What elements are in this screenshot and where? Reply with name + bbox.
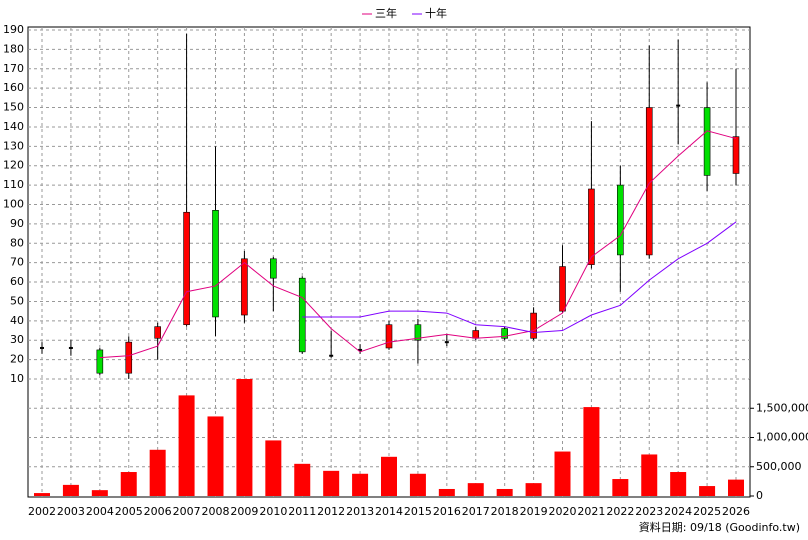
x-tick-label: 2018 xyxy=(491,505,519,518)
x-tick-label: 2020 xyxy=(549,505,577,518)
y-tick-label: 120 xyxy=(3,159,24,172)
volume-bar xyxy=(352,473,369,496)
y-tick-label: 10 xyxy=(10,372,24,385)
legend-label: 三年 xyxy=(375,6,397,20)
candle-body xyxy=(559,266,566,312)
y-tick-label: 20 xyxy=(10,353,24,366)
candle-body xyxy=(617,184,624,256)
volume-bar xyxy=(62,484,79,496)
y-tick-label: 60 xyxy=(10,275,24,288)
y2-tick-label: 1,500,000 xyxy=(756,401,808,414)
x-tick-label: 2008 xyxy=(202,505,230,518)
volume-bar xyxy=(323,470,340,496)
volume-bar xyxy=(641,454,658,496)
x-tick-label: 2021 xyxy=(577,505,605,518)
ma-line xyxy=(302,221,737,333)
x-tick-label: 2007 xyxy=(173,505,201,518)
y-tick-label: 50 xyxy=(10,294,24,307)
candle-body xyxy=(241,258,248,316)
volume-bar xyxy=(178,395,195,496)
y-tick-label: 80 xyxy=(10,236,24,249)
x-tick-label: 2019 xyxy=(520,505,548,518)
candle-body xyxy=(414,324,422,341)
candle-body xyxy=(530,312,537,339)
volume-bar xyxy=(120,472,137,496)
volume-bar xyxy=(467,483,484,496)
candle-body xyxy=(154,326,161,339)
x-tick-label: 2017 xyxy=(462,505,490,518)
y2-tick-label: 500,000 xyxy=(756,460,802,473)
y-tick-label: 130 xyxy=(3,139,24,152)
volume-bar xyxy=(438,488,455,496)
volume-bar xyxy=(699,486,716,496)
candle-body xyxy=(501,328,508,339)
y2-tick-label: 1,000,000 xyxy=(756,431,808,444)
candle-body xyxy=(212,210,219,318)
y-tick-label: 90 xyxy=(10,217,24,230)
volume-bar xyxy=(149,449,166,496)
y-tick-label: 170 xyxy=(3,62,24,75)
candle-body xyxy=(588,188,595,265)
x-tick-label: 2013 xyxy=(346,505,374,518)
y-tick-label: 160 xyxy=(3,81,24,94)
y2-tick-label: 0 xyxy=(756,489,763,502)
y-tick-label: 70 xyxy=(10,256,24,269)
x-tick-label: 2011 xyxy=(288,505,316,518)
y-tick-label: 180 xyxy=(3,42,24,55)
x-tick-label: 2023 xyxy=(635,505,663,518)
y-tick-label: 140 xyxy=(3,120,24,133)
x-tick-label: 2026 xyxy=(722,505,750,518)
y-tick-label: 190 xyxy=(3,23,24,36)
candle-body xyxy=(183,211,190,326)
candle-body xyxy=(732,136,740,174)
volume-bar xyxy=(554,451,571,496)
candle-body xyxy=(472,330,480,339)
x-tick-label: 2015 xyxy=(404,505,432,518)
x-tick-label: 2004 xyxy=(86,505,114,518)
candle-body xyxy=(298,277,306,353)
volume-bar xyxy=(381,456,397,496)
y-tick-label: 110 xyxy=(3,178,24,191)
candle-body xyxy=(96,349,104,374)
x-tick-label: 2005 xyxy=(115,505,143,518)
candle-body xyxy=(645,107,653,256)
y-tick-label: 150 xyxy=(3,101,24,114)
x-tick-label: 2003 xyxy=(57,505,85,518)
x-tick-label: 2010 xyxy=(259,505,287,518)
volume-bar xyxy=(294,463,311,496)
volume-bar xyxy=(207,416,224,496)
volume-bar xyxy=(236,379,253,496)
volume-bar xyxy=(612,479,629,496)
ma-line xyxy=(99,130,737,359)
x-tick-label: 2025 xyxy=(693,505,721,518)
volume-bar xyxy=(670,472,687,496)
x-tick-label: 2006 xyxy=(144,505,172,518)
y-tick-label: 100 xyxy=(3,198,24,211)
x-tick-label: 2012 xyxy=(317,505,345,518)
volume-bar xyxy=(409,473,426,496)
volume-bar xyxy=(583,407,600,496)
volume-bar xyxy=(91,490,108,496)
legend-label: 十年 xyxy=(425,6,447,20)
candle-body xyxy=(125,341,133,374)
volume-bar xyxy=(496,488,513,496)
candle-body xyxy=(270,258,277,279)
volume-bar xyxy=(34,493,50,496)
x-tick-label: 2014 xyxy=(375,505,403,518)
x-tick-label: 2002 xyxy=(28,505,56,518)
x-tick-label: 2016 xyxy=(433,505,461,518)
y-tick-label: 40 xyxy=(10,314,24,327)
volume-bar xyxy=(265,440,282,496)
x-tick-label: 2009 xyxy=(230,505,258,518)
x-tick-label: 2024 xyxy=(664,505,692,518)
candle-body xyxy=(703,107,711,176)
volume-bar xyxy=(525,483,542,496)
candle-body xyxy=(385,324,393,349)
y-tick-label: 30 xyxy=(10,333,24,346)
volume-bar xyxy=(728,479,744,496)
source-note: 資料日期: 09/18 (Goodinfo.tw) xyxy=(639,520,800,534)
x-tick-label: 2022 xyxy=(606,505,634,518)
